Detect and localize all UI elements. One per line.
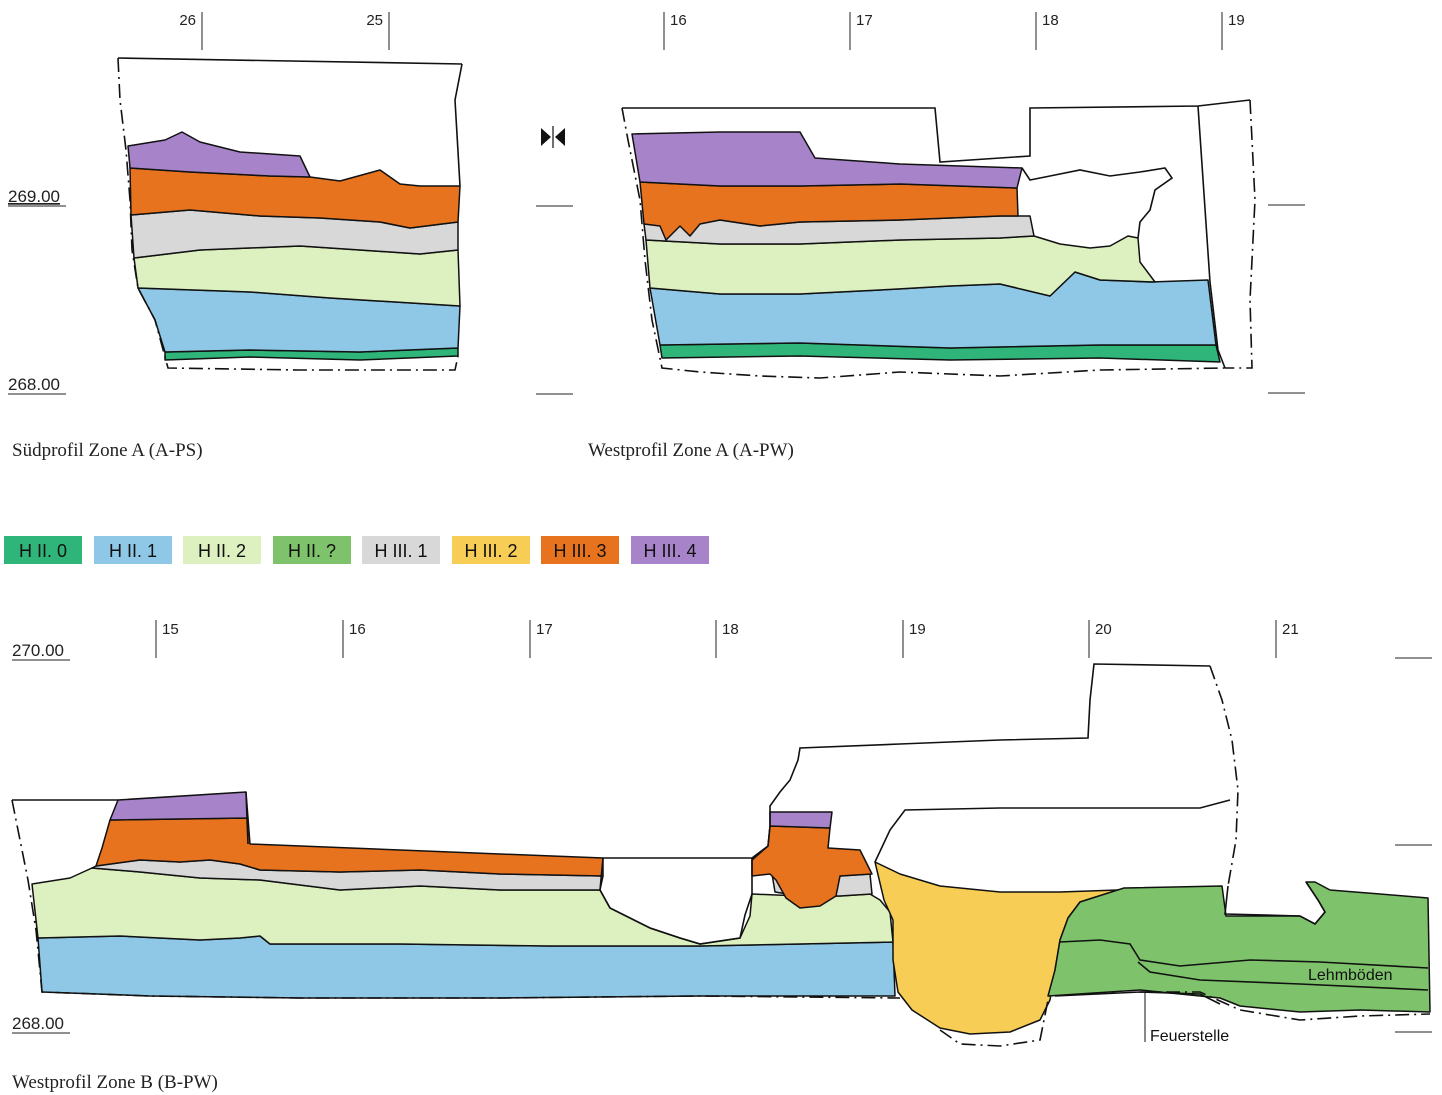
legend-swatch-h-iii-1 xyxy=(362,536,440,564)
legend-swatch-h-iii-3 xyxy=(541,536,619,564)
grid-tick-label-18-a: 18 xyxy=(1042,12,1059,29)
profile-a-ps: 26 25 xyxy=(117,12,463,371)
grid-tick-label-15-b: 15 xyxy=(162,621,179,638)
bowtie-marker-icon xyxy=(541,126,565,148)
legend-label-h-iii-3: H III. 3 xyxy=(553,541,606,561)
legend-label-h-ii-q: H II. ? xyxy=(288,541,336,561)
elevation-label-a-269: 269.00 xyxy=(8,187,60,206)
label-feuerstelle: Feuerstelle xyxy=(1150,1028,1229,1045)
grid-tick-label-17-a: 17 xyxy=(856,12,873,29)
legend-swatch-h-ii-q xyxy=(273,536,351,564)
profile-b-pw: 15 16 17 18 19 20 21 xyxy=(11,620,1431,1047)
layer-h-iii-2 xyxy=(874,861,1119,1035)
legend-swatch-h-iii-4 xyxy=(631,536,709,564)
profile-b-pw-dashed-edge xyxy=(11,665,1431,1047)
legend-label-h-iii-1: H III. 1 xyxy=(374,541,427,561)
profile-a-pw: 16 17 18 19 xyxy=(621,12,1256,379)
profile-a-pw-dashed-edge xyxy=(621,99,1256,379)
grid-tick-label-18-b: 18 xyxy=(722,621,739,638)
layer-h-iii-4 xyxy=(127,131,311,178)
caption-a-ps: Südprofil Zone A (A-PS) xyxy=(12,440,203,461)
legend-label-h-ii-0: H II. 0 xyxy=(19,541,67,561)
legend-label-h-ii-2: H II. 2 xyxy=(198,541,246,561)
lehmboeden-layer-lines xyxy=(1054,939,1429,1005)
legend-label-h-ii-1: H II. 1 xyxy=(109,541,157,561)
layer-h-iii-4 xyxy=(631,131,1023,189)
legend: H II. 0 H II. 1 H II. 2 H II. ? H III. 1… xyxy=(4,536,709,564)
legend-swatch-h-ii-2 xyxy=(183,536,261,564)
layer-h-ii-q xyxy=(1047,881,1431,1013)
profile-a-ps-dashed-edge xyxy=(117,57,459,371)
grid-tick-label-26: 26 xyxy=(179,12,196,29)
grid-tick-label-16-b: 16 xyxy=(349,621,366,638)
grid-tick-label-17-b: 17 xyxy=(536,621,553,638)
elevation-label-b-270: 270.00 xyxy=(12,641,64,660)
legend-swatch-h-iii-2 xyxy=(452,536,530,564)
grid-tick-label-20-b: 20 xyxy=(1095,621,1112,638)
caption-b-pw: Westprofil Zone B (B-PW) xyxy=(12,1072,218,1093)
profile-b-pw-outline xyxy=(12,663,1326,945)
grid-tick-label-16-a: 16 xyxy=(670,12,687,29)
elevation-label-a-268: 268.00 xyxy=(8,375,60,394)
grid-tick-label-19-b: 19 xyxy=(909,621,926,638)
grid-tick-label-21-b: 21 xyxy=(1282,621,1299,638)
caption-a-pw: Westprofil Zone A (A-PW) xyxy=(588,440,794,461)
label-lehmboeden: Lehmböden xyxy=(1308,967,1393,984)
grid-tick-label-19-a: 19 xyxy=(1228,12,1245,29)
legend-label-h-iii-4: H III. 4 xyxy=(643,541,696,561)
grid-tick-label-25: 25 xyxy=(366,12,383,29)
legend-swatch-h-ii-1 xyxy=(94,536,172,564)
profile-a-ps-outline xyxy=(117,57,463,187)
legend-swatch-h-ii-0 xyxy=(4,536,82,564)
elevation-label-b-268: 268.00 xyxy=(12,1014,64,1033)
profile-a-pw-outline xyxy=(622,99,1251,369)
legend-label-h-iii-2: H III. 2 xyxy=(464,541,517,561)
